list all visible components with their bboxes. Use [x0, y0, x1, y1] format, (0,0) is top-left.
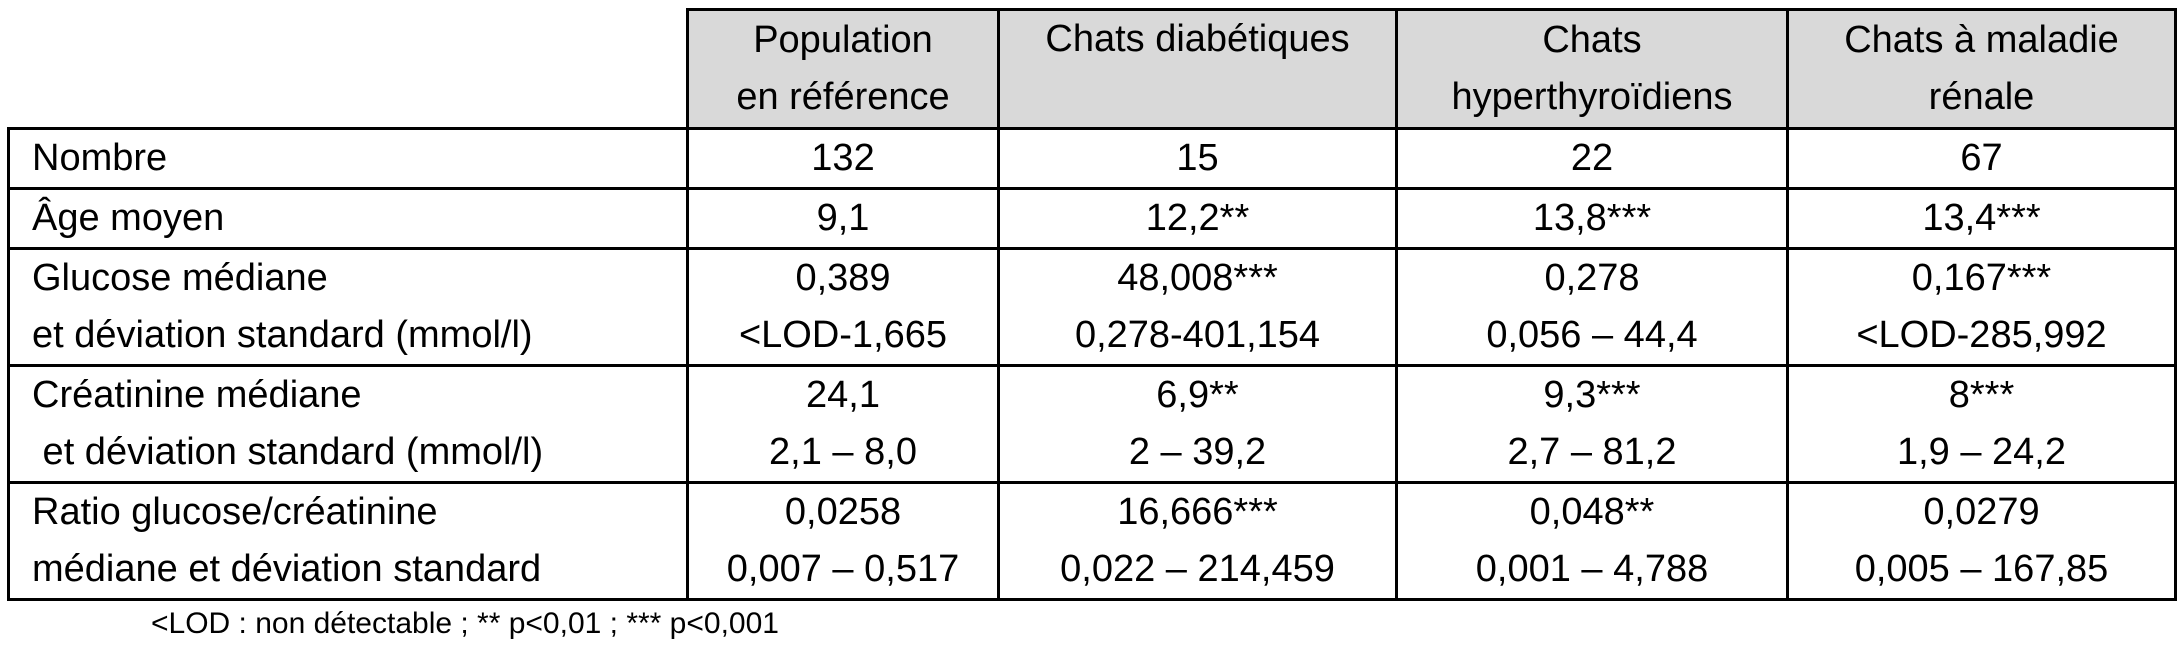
header-line: Chats	[1542, 19, 1642, 61]
row-label-line: Âge moyen	[32, 197, 225, 239]
cell-line: 0,0258	[784, 491, 902, 533]
row-label: Glucose médiane et déviation standard (m…	[7, 247, 689, 367]
cell-line: 132	[811, 137, 875, 179]
header-line: hyperthyroïdiens	[1451, 76, 1733, 118]
cell-line: 0,001 – 4,788	[1475, 548, 1709, 590]
cell-line: <LOD-285,992	[1856, 314, 2107, 356]
header-line: en référence	[736, 76, 950, 118]
cell-line: 2,1 – 8,0	[769, 431, 917, 473]
cell-line: 0,007 – 0,517	[726, 548, 960, 590]
cell-line: 0,167***	[1911, 257, 2052, 299]
cell-line: 1,9 – 24,2	[1896, 431, 2067, 473]
table-cell: 8*** 1,9 – 24,2	[1786, 364, 2177, 484]
cell-line: 0,278	[1544, 257, 1640, 299]
results-table-container: Population en référence Chats diabétique…	[7, 8, 2177, 601]
table-cell: 0,0258 0,007 – 0,517	[686, 481, 1000, 601]
header-line: Chats à maladie	[1844, 19, 2119, 61]
cell-line: 24,1	[806, 374, 880, 416]
table-cell: 13,4***	[1786, 187, 2177, 250]
row-label-line: et déviation standard (mmol/l)	[32, 431, 544, 473]
cell-line: 67	[1960, 137, 2003, 179]
table-cell: 48,008*** 0,278-401,154	[997, 247, 1398, 367]
column-header-renal-disease-cats: Chats à maladie rénale	[1786, 8, 2177, 130]
header-line: rénale	[1928, 76, 2035, 118]
cell-line: 16,666***	[1117, 491, 1278, 533]
row-label: Nombre	[7, 127, 689, 190]
cell-line: <LOD-1,665	[738, 314, 948, 356]
table-cell: 0,048** 0,001 – 4,788	[1395, 481, 1789, 601]
table-cell: 0,278 0,056 – 44,4	[1395, 247, 1789, 367]
column-header-hyperthyroid-cats: Chats hyperthyroïdiens	[1395, 8, 1789, 130]
row-label-line: Créatinine médiane	[32, 374, 362, 416]
table-cell: 132	[686, 127, 1000, 190]
header-empty-corner	[8, 9, 689, 130]
table-cell: 22	[1395, 127, 1789, 190]
header-line: Population	[753, 19, 933, 61]
row-label-line: médiane et déviation standard	[32, 548, 542, 590]
cell-line: 0,278-401,154	[1074, 314, 1321, 356]
row-label-line: Glucose médiane	[32, 257, 328, 299]
cell-line: 13,8***	[1532, 197, 1652, 239]
row-label: Créatinine médiane et déviation standard…	[7, 364, 689, 484]
table-row-count: Nombre 132 15 22 67	[7, 127, 2177, 190]
column-header-reference-population: Population en référence	[686, 8, 1000, 130]
table-cell: 24,1 2,1 – 8,0	[686, 364, 1000, 484]
table-cell: 0,167*** <LOD-285,992	[1786, 247, 2177, 367]
table-cell: 9,3*** 2,7 – 81,2	[1395, 364, 1789, 484]
table-cell: 67	[1786, 127, 2177, 190]
cell-line: 0,048**	[1529, 491, 1655, 533]
cell-line: 48,008***	[1117, 257, 1278, 299]
table-row-mean-age: Âge moyen 9,1 12,2** 13,8*** 13,4***	[7, 187, 2177, 250]
cell-line: 0,022 – 214,459	[1060, 548, 1335, 590]
row-label-line: et déviation standard (mmol/l)	[32, 314, 533, 356]
cell-line: 0,056 – 44,4	[1486, 314, 1698, 356]
cell-line: 2,7 – 81,2	[1507, 431, 1677, 473]
row-label: Ratio glucose/créatinine médiane et dévi…	[7, 481, 689, 601]
table-cell: 16,666*** 0,022 – 214,459	[997, 481, 1398, 601]
table-row-ratio: Ratio glucose/créatinine médiane et dévi…	[7, 481, 2177, 601]
cell-line: 9,1	[816, 197, 870, 239]
cell-line: 8***	[1948, 374, 2015, 416]
row-label: Âge moyen	[7, 187, 689, 250]
table-header-row: Population en référence Chats diabétique…	[8, 8, 2177, 130]
results-table: Population en référence Chats diabétique…	[7, 8, 2177, 601]
cell-line: 9,3***	[1543, 374, 1641, 416]
cell-line: 6,9**	[1156, 374, 1239, 416]
table-footnote: <LOD : non détectable ; ** p<0,01 ; *** …	[151, 607, 779, 640]
cell-line: 15	[1176, 137, 1219, 179]
table-row-creatinine: Créatinine médiane et déviation standard…	[7, 364, 2177, 484]
cell-line: 12,2**	[1145, 197, 1250, 239]
row-label-line: Ratio glucose/créatinine	[32, 491, 438, 533]
header-line: Chats diabétiques	[1045, 18, 1350, 60]
table-cell: 13,8***	[1395, 187, 1789, 250]
cell-line: 0,389	[795, 257, 891, 299]
cell-line: 22	[1570, 137, 1614, 179]
column-header-diabetic-cats: Chats diabétiques	[997, 8, 1398, 130]
table-cell: 15	[997, 127, 1398, 190]
cell-line: 0,0279	[1923, 491, 2040, 533]
cell-line: 13,4***	[1922, 197, 2041, 239]
cell-line: 2 – 39,2	[1128, 431, 1267, 473]
table-row-glucose: Glucose médiane et déviation standard (m…	[7, 247, 2177, 367]
table-cell: 12,2**	[997, 187, 1398, 250]
table-cell: 9,1	[686, 187, 1000, 250]
table-cell: 0,389 <LOD-1,665	[686, 247, 1000, 367]
table-cell: 6,9** 2 – 39,2	[997, 364, 1398, 484]
table-cell: 0,0279 0,005 – 167,85	[1786, 481, 2177, 601]
cell-line: 0,005 – 167,85	[1854, 548, 2109, 590]
row-label-line: Nombre	[32, 137, 168, 179]
